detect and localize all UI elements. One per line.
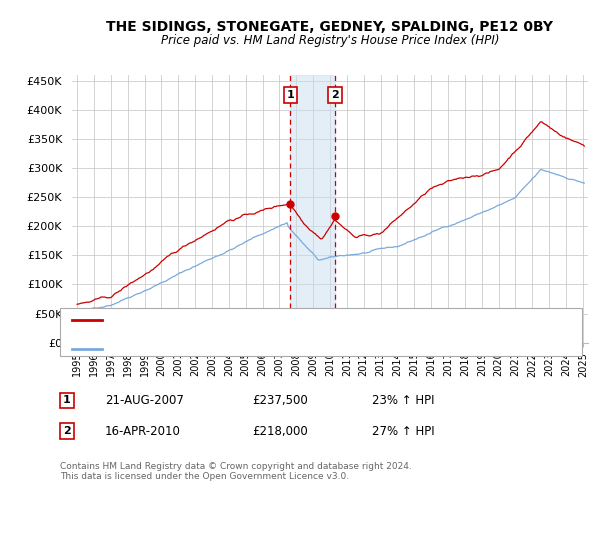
Text: THE SIDINGS, STONEGATE, GEDNEY, SPALDING, PE12 0BY (detached house): THE SIDINGS, STONEGATE, GEDNEY, SPALDING… (108, 315, 503, 325)
Text: 23% ↑ HPI: 23% ↑ HPI (372, 394, 434, 407)
Text: 16-APR-2010: 16-APR-2010 (105, 424, 181, 438)
Text: Contains HM Land Registry data © Crown copyright and database right 2024.
This d: Contains HM Land Registry data © Crown c… (60, 462, 412, 482)
Text: Price paid vs. HM Land Registry's House Price Index (HPI): Price paid vs. HM Land Registry's House … (161, 34, 499, 46)
Text: HPI: Average price, detached house, South Holland: HPI: Average price, detached house, Sout… (108, 344, 374, 354)
Text: 1: 1 (286, 90, 294, 100)
Text: £218,000: £218,000 (252, 424, 308, 438)
Text: 2: 2 (63, 426, 71, 436)
Text: 1: 1 (63, 395, 71, 405)
Text: £237,500: £237,500 (252, 394, 308, 407)
Text: 27% ↑ HPI: 27% ↑ HPI (372, 424, 434, 438)
Text: 21-AUG-2007: 21-AUG-2007 (105, 394, 184, 407)
Bar (290, 75, 335, 343)
Text: THE SIDINGS, STONEGATE, GEDNEY, SPALDING, PE12 0BY: THE SIDINGS, STONEGATE, GEDNEY, SPALDING… (107, 20, 554, 34)
Text: 2: 2 (331, 90, 339, 100)
